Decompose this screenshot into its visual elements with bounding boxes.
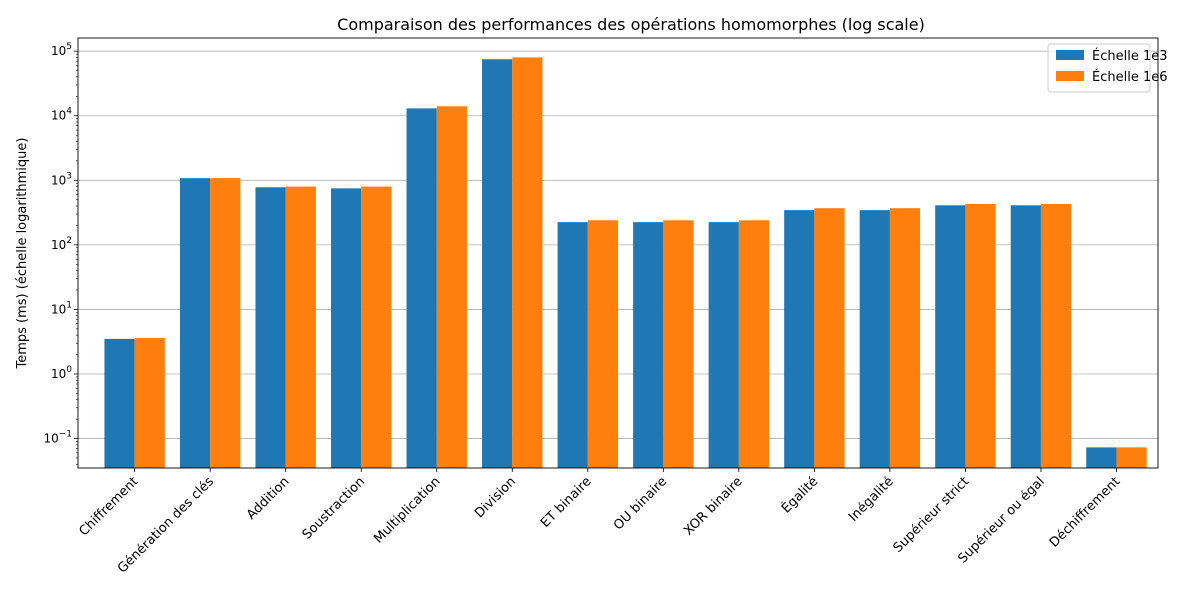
bar [436, 106, 467, 468]
y-tick-label: 101 [51, 300, 72, 316]
bar [708, 222, 739, 468]
bar [512, 57, 543, 468]
bar [406, 108, 437, 468]
y-tick-label: 104 [51, 107, 72, 123]
x-tick-label: XOR binaire [681, 474, 746, 539]
y-tick-label: 10−1 [43, 430, 72, 446]
x-tick-label: Déchiffrement [1047, 474, 1123, 550]
y-tick-label: 102 [51, 236, 72, 252]
bar [285, 186, 316, 468]
y-tick-label: 100 [51, 365, 72, 381]
x-tick-label: Multiplication [371, 474, 443, 546]
y-axis-label: Temps (ms) (échelle logarithmique) [15, 138, 30, 370]
y-tick-label: 105 [51, 42, 72, 58]
bar [814, 208, 845, 468]
plot-frame [77, 37, 1159, 469]
bar [784, 210, 815, 468]
bar [1040, 203, 1072, 469]
y-ticks: 10−1 100 101 102 103 104 105 [43, 42, 78, 465]
chart-title: Comparaison des performances des opérati… [337, 15, 925, 34]
x-tick-label: ET binaire [538, 474, 595, 531]
bar [557, 222, 588, 468]
x-tick-label: Chiffrement [76, 474, 141, 539]
bar [331, 188, 362, 469]
bar [1116, 447, 1147, 468]
bar [104, 338, 135, 468]
bar [210, 178, 241, 468]
bar [965, 203, 996, 469]
x-tick-label: Addition [244, 474, 293, 523]
x-tick-label: Supérieur ou égal [955, 474, 1047, 566]
legend-swatch [1056, 71, 1084, 81]
x-tick-label: Égalité [778, 474, 821, 517]
axes [77, 37, 1159, 469]
bar [663, 220, 694, 468]
y-tick-label: 103 [51, 171, 72, 187]
legend: Échelle 1e3 Échelle 1e6 [1047, 43, 1168, 93]
bar [587, 220, 618, 468]
bar [859, 210, 890, 468]
legend-label: Échelle 1e6 [1092, 69, 1168, 85]
x-tick-label: Division [472, 474, 519, 521]
legend-label: Échelle 1e3 [1092, 48, 1168, 64]
bars [104, 57, 1147, 469]
bar [1086, 447, 1117, 468]
bar [738, 220, 770, 468]
bar [633, 222, 664, 468]
bar [889, 208, 921, 468]
bar [361, 186, 392, 468]
bar [134, 338, 165, 468]
x-tick-label: Soustraction [300, 474, 368, 542]
bar [482, 59, 513, 469]
bar [1010, 205, 1041, 468]
x-tick-label: Inégalité [846, 474, 897, 525]
bar [255, 187, 286, 468]
bar [935, 205, 966, 468]
x-tick-label: Supérieur strict [891, 474, 973, 556]
x-tick-label: OU binaire [611, 474, 670, 533]
legend-swatch [1056, 50, 1084, 60]
bar [179, 178, 211, 468]
